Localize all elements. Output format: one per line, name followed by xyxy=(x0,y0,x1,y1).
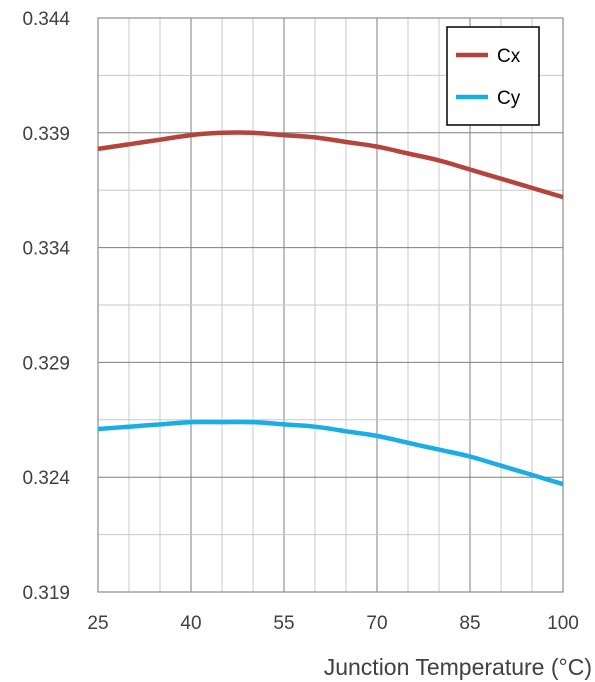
x-tick-label: 100 xyxy=(547,613,579,634)
x-tick-label: 85 xyxy=(459,613,480,634)
legend-label-cx: Cx xyxy=(497,46,521,67)
x-tick-label: 70 xyxy=(366,613,387,634)
x-axis-tick-labels: 25 40 55 70 85 100 xyxy=(87,613,578,634)
y-axis-tick-labels: 0.344 0.339 0.334 0.329 0.324 0.319 xyxy=(22,9,70,604)
legend: Cx Cy xyxy=(446,26,540,126)
legend-label-cy: Cy xyxy=(497,88,521,109)
series-line-cx xyxy=(97,130,564,200)
series-layer xyxy=(97,130,564,487)
y-tick-label: 0.329 xyxy=(22,353,70,374)
plot-area xyxy=(97,17,564,593)
x-axis-title: Junction Temperature (°C) xyxy=(324,654,592,680)
series-line-cy xyxy=(97,419,564,487)
y-tick-label: 0.344 xyxy=(22,9,70,30)
legend-box xyxy=(446,26,540,126)
y-tick-label: 0.324 xyxy=(22,468,70,489)
x-tick-label: 25 xyxy=(87,613,108,634)
x-tick-label: 40 xyxy=(180,613,201,634)
x-tick-label: 55 xyxy=(273,613,294,634)
y-tick-label: 0.319 xyxy=(22,583,70,604)
y-tick-label: 0.339 xyxy=(22,124,70,145)
y-tick-label: 0.334 xyxy=(22,239,70,260)
